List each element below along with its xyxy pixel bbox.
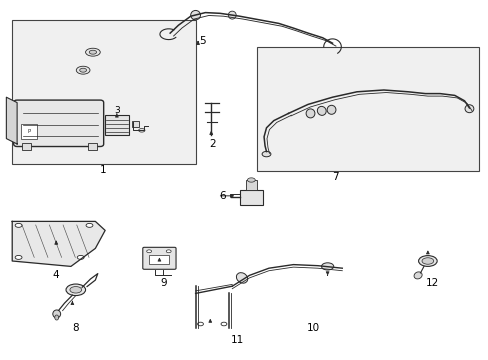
Bar xyxy=(256,47,478,171)
Ellipse shape xyxy=(15,223,22,228)
Text: 12: 12 xyxy=(425,278,439,288)
Ellipse shape xyxy=(89,50,97,54)
Ellipse shape xyxy=(262,152,270,157)
Ellipse shape xyxy=(228,11,236,19)
Bar xyxy=(22,143,31,150)
Bar xyxy=(149,255,168,264)
Bar xyxy=(132,121,139,127)
Text: 3: 3 xyxy=(114,107,120,116)
Ellipse shape xyxy=(55,315,59,320)
Ellipse shape xyxy=(66,284,85,296)
Bar xyxy=(239,190,263,205)
Ellipse shape xyxy=(418,256,436,266)
Ellipse shape xyxy=(85,48,100,56)
Ellipse shape xyxy=(80,68,86,72)
Text: 2: 2 xyxy=(209,139,216,149)
Ellipse shape xyxy=(421,258,433,264)
Ellipse shape xyxy=(321,263,333,270)
Ellipse shape xyxy=(317,107,325,115)
Bar xyxy=(245,180,256,190)
Ellipse shape xyxy=(197,322,203,326)
FancyBboxPatch shape xyxy=(14,100,103,147)
Ellipse shape xyxy=(464,105,473,113)
Bar xyxy=(105,115,128,135)
Ellipse shape xyxy=(166,250,171,253)
Polygon shape xyxy=(12,221,105,266)
Text: 6: 6 xyxy=(219,191,225,201)
Ellipse shape xyxy=(236,273,247,283)
Ellipse shape xyxy=(305,109,314,118)
Ellipse shape xyxy=(247,178,255,182)
Ellipse shape xyxy=(146,250,151,253)
Ellipse shape xyxy=(326,105,335,114)
Text: 9: 9 xyxy=(160,278,167,288)
Ellipse shape xyxy=(76,66,90,74)
Text: 4: 4 xyxy=(53,270,60,280)
Text: 8: 8 xyxy=(72,323,79,333)
Text: 7: 7 xyxy=(331,172,338,182)
Ellipse shape xyxy=(86,223,93,228)
Text: 10: 10 xyxy=(306,323,319,333)
Text: 5: 5 xyxy=(199,36,206,46)
Ellipse shape xyxy=(15,256,22,259)
Text: 1: 1 xyxy=(99,165,106,175)
Ellipse shape xyxy=(53,310,61,318)
Bar xyxy=(21,124,37,139)
Ellipse shape xyxy=(70,287,81,293)
Ellipse shape xyxy=(221,322,226,326)
Bar xyxy=(12,20,195,164)
Ellipse shape xyxy=(138,129,144,132)
FancyBboxPatch shape xyxy=(142,247,176,269)
Text: 11: 11 xyxy=(230,335,244,345)
Text: P: P xyxy=(27,129,30,134)
Ellipse shape xyxy=(413,272,421,279)
Bar xyxy=(88,143,97,150)
Polygon shape xyxy=(6,97,17,144)
Ellipse shape xyxy=(77,256,84,259)
Ellipse shape xyxy=(190,10,200,20)
